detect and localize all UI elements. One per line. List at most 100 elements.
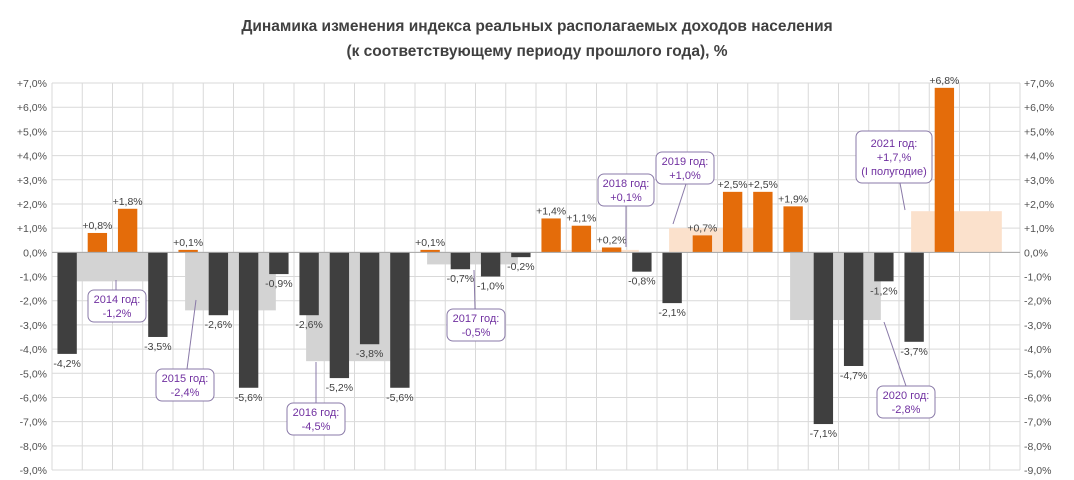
y-tick-label-left: +1,0% — [17, 223, 47, 235]
bar-value-label: -5,6% — [386, 392, 413, 404]
y-tick-label-left: -2,0% — [20, 296, 47, 308]
annual-band — [427, 252, 518, 265]
bar — [813, 252, 834, 425]
annotation-text: -4,5% — [302, 421, 331, 433]
bar-value-label: -2,1% — [658, 307, 685, 319]
bar — [178, 249, 198, 253]
bar — [541, 218, 561, 253]
bar — [87, 232, 108, 253]
bar-value-label: -5,2% — [326, 382, 353, 394]
bar — [511, 252, 531, 258]
bar-value-label: -1,0% — [477, 281, 504, 293]
bar — [874, 252, 894, 282]
annotation-text: -2,8% — [892, 404, 921, 416]
bar — [601, 247, 622, 253]
annotation-text: 2016 год: — [293, 407, 340, 419]
y-tick-label-right: +4,0% — [1024, 151, 1054, 163]
annual-band — [64, 252, 155, 282]
bar — [783, 206, 803, 253]
annual-band — [669, 228, 760, 253]
y-tick-label-left: +2,0% — [17, 199, 47, 211]
annotation-text: -2,4% — [171, 387, 200, 399]
annual-band — [548, 249, 639, 253]
bar — [662, 252, 682, 304]
y-tick-label-left: -5,0% — [20, 368, 47, 380]
annotation-text: 2019 год: — [662, 156, 709, 168]
y-tick-label-left: +5,0% — [17, 126, 47, 138]
bar — [148, 252, 168, 337]
y-tick-label-right: +1,0% — [1024, 223, 1054, 235]
bar-value-label: -2,6% — [295, 319, 322, 331]
bar-value-label: +2,5% — [748, 179, 778, 191]
annotation-text: -1,2% — [103, 308, 132, 320]
annotations: 2014 год: -1,2% 2015 год: -2,4% 2016 год: -4,… — [87, 130, 936, 436]
bar-value-label: -0,7% — [447, 273, 474, 285]
bar-value-label: +1,9% — [778, 193, 808, 205]
bar — [692, 235, 713, 253]
y-tick-label-left: +3,0% — [17, 175, 47, 187]
y-tick-label-right: -3,0% — [1024, 320, 1051, 332]
data-labels: -4,2% +0,8%+1,8% -3,5% +0,1% -2,6% -5,6% -0,9%… — [53, 75, 959, 440]
bar-value-label: +1,1% — [566, 213, 596, 225]
annotation-text: +1,7,% — [877, 152, 912, 164]
bars — [57, 87, 955, 425]
bar-value-label: -2,6% — [205, 319, 232, 331]
bar-value-label: -7,1% — [810, 428, 837, 440]
bar-value-label: -4,2% — [53, 358, 80, 370]
bar — [329, 252, 350, 379]
bar-value-label: +0,1% — [415, 237, 445, 249]
y-axis-left: +7,0% +6,0% +5,0% +4,0% +3,0% +2,0% +1,0% 0,0% -… — [17, 78, 47, 477]
y-tick-label-left: -3,0% — [20, 320, 47, 332]
annotation-leader — [186, 299, 197, 370]
y-tick-label-left: -1,0% — [20, 272, 47, 284]
annotation-box — [87, 289, 147, 323]
annotation-box — [876, 385, 936, 419]
y-tick-label-left: +6,0% — [17, 102, 47, 114]
bar — [450, 252, 471, 270]
annotation-text: 2018 год: — [603, 178, 650, 190]
bar — [722, 191, 743, 253]
annotation-box — [655, 151, 715, 185]
y-tick-label-right: -8,0% — [1024, 441, 1051, 453]
y-tick-label-right: +3,0% — [1024, 175, 1054, 187]
bar-value-label: -0,2% — [507, 261, 534, 273]
y-tick-label-left: -4,0% — [20, 344, 47, 356]
annual-band — [790, 252, 881, 321]
bar — [238, 252, 259, 388]
annotation-text: 2014 год: — [94, 294, 141, 306]
y-tick-label-right: -2,0% — [1024, 296, 1051, 308]
bar — [904, 252, 924, 342]
annotation-box — [855, 130, 933, 184]
bar — [571, 225, 592, 253]
annotation-leader — [473, 269, 476, 310]
bar-value-label: +6,8% — [929, 75, 959, 87]
y-tick-label-left: 0,0% — [23, 247, 47, 259]
annotation-leader — [672, 183, 687, 225]
bar — [117, 208, 138, 253]
annotation-text: +0,1% — [610, 192, 642, 204]
bar-value-label: -3,8% — [356, 348, 383, 360]
bar-value-label: -0,9% — [265, 278, 292, 290]
annotation-text: (I полугодие) — [861, 166, 927, 178]
y-tick-label-left: -6,0% — [20, 392, 47, 404]
y-tick-label-left: -8,0% — [20, 441, 47, 453]
y-tick-label-right: +7,0% — [1024, 78, 1054, 90]
annotation-text: +1,0% — [669, 170, 701, 182]
bar — [57, 252, 77, 354]
annotation-leader — [883, 321, 907, 387]
bar-value-label: -4,7% — [840, 370, 867, 382]
annotation-box — [155, 368, 215, 402]
y-tick-label-left: -9,0% — [20, 465, 47, 477]
bar-value-label: -3,7% — [900, 346, 927, 358]
y-tick-label-right: -1,0% — [1024, 272, 1051, 284]
bar — [480, 252, 501, 277]
y-tick-label-right: -6,0% — [1024, 392, 1051, 404]
annotation-text: -0,5% — [462, 327, 491, 339]
y-tick-label-right: -4,0% — [1024, 344, 1051, 356]
bar — [208, 252, 229, 316]
annotation-text: 2017 год: — [453, 313, 500, 325]
bar — [753, 191, 773, 253]
annotation-text: 2015 год: — [162, 373, 209, 385]
bar-value-label: +1,8% — [113, 196, 143, 208]
y-tick-label-left: +7,0% — [17, 78, 47, 90]
